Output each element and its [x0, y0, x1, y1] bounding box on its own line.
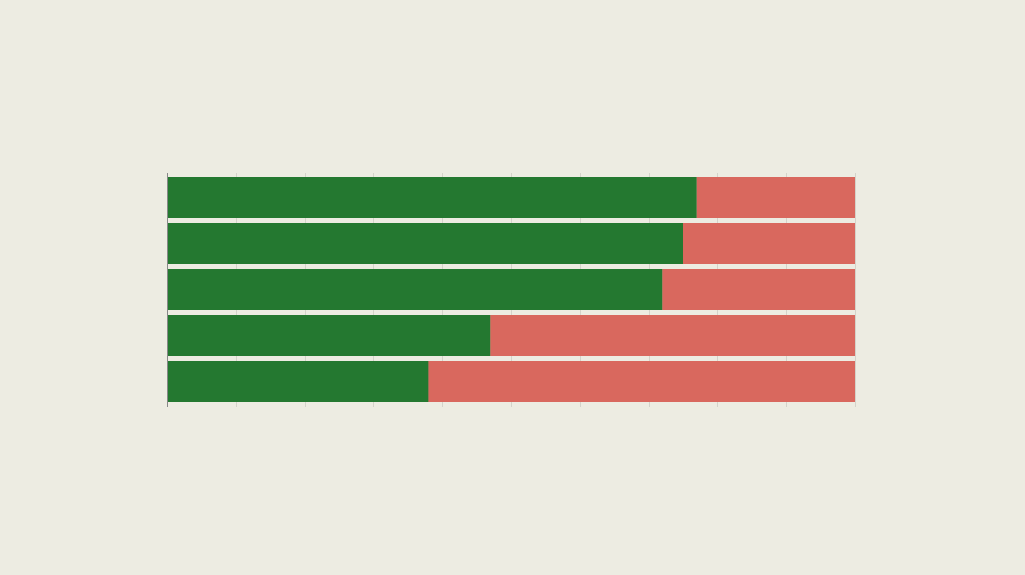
bar-row-1-segment-2	[696, 177, 855, 218]
bar-row-3-segment-2	[662, 269, 855, 310]
bar-row-5-segment-1	[167, 361, 429, 402]
bar-row-1-segment-1	[167, 177, 697, 218]
bar-row-3-segment-1	[167, 269, 663, 310]
bar-row-4-segment-2	[490, 315, 855, 356]
bar-row-2-segment-1	[167, 223, 683, 264]
bar-row-4-segment-1	[167, 315, 491, 356]
bar-group	[167, 177, 855, 402]
bar-row-5-segment-2	[428, 361, 855, 402]
bar-row-2-segment-2	[683, 223, 855, 264]
